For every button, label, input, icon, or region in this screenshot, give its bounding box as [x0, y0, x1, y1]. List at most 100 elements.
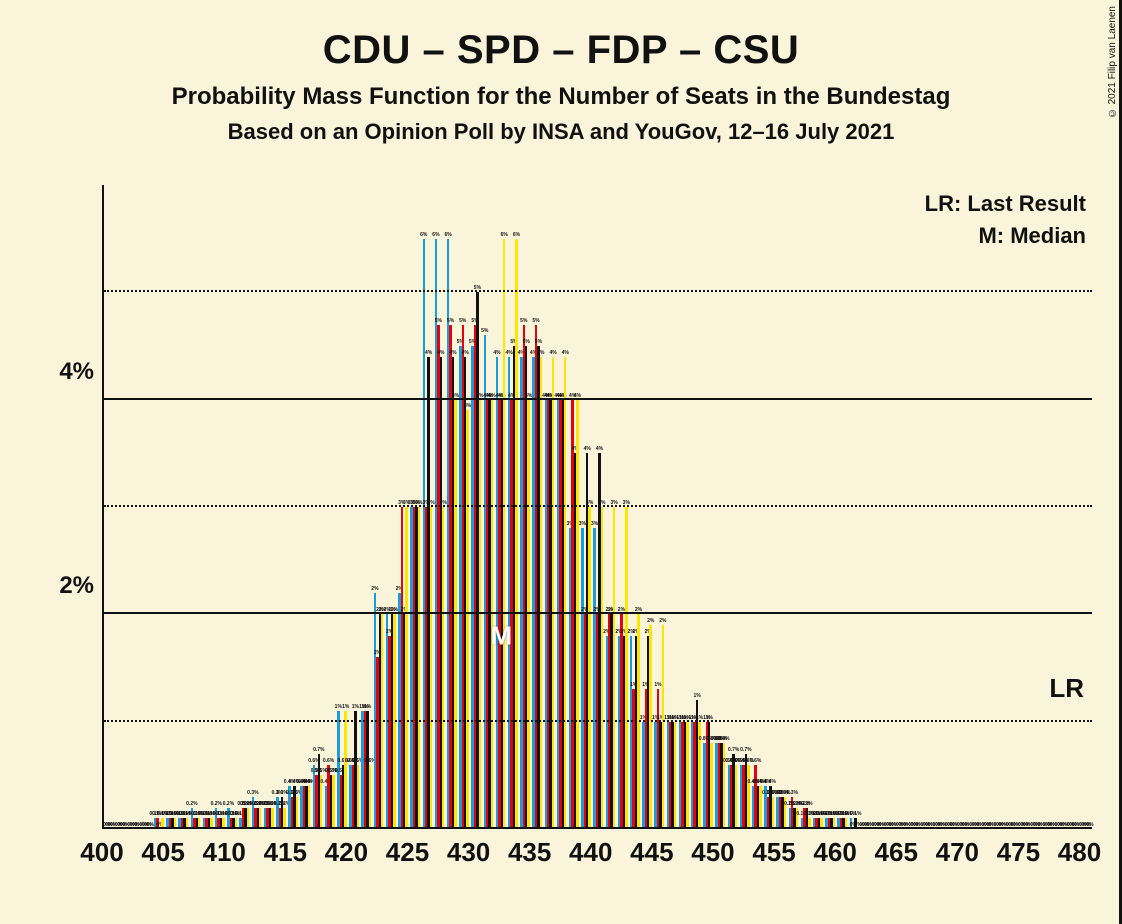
x-tick [603, 829, 615, 884]
bar-csu: 2% [393, 614, 395, 829]
bar-group: 1%0.5%0.6%1% [336, 185, 348, 829]
x-tick: 460 [835, 829, 847, 884]
bar-group: 0.3%0.3%0.3%0.3% [775, 185, 787, 829]
bar-group: 0.1%0.1%0.1%0.1% [165, 185, 177, 829]
gridline [104, 290, 1092, 292]
bar-group: 0.4%0.4%0.4%0.4% [299, 185, 311, 829]
bar-value-label: 4% [425, 351, 432, 357]
x-tick [676, 829, 688, 884]
y-tick-label: 2% [59, 572, 94, 600]
bar-group: 0.4%0.3%0.4%0.3% [287, 185, 299, 829]
bar-group: 0%0%0%0% [1044, 185, 1056, 829]
bar-group: 0%0%0%0% [983, 185, 995, 829]
bar-csu: 0.2% [271, 808, 273, 829]
x-tick [737, 829, 749, 884]
bar-group: 0%0%0%0% [861, 185, 873, 829]
bar-group: 1%1%1%1% [690, 185, 702, 829]
x-tick [175, 829, 187, 884]
bar-csu: 4% [540, 357, 542, 829]
bar-group: 1%1%1%1% [678, 185, 690, 829]
x-tick [371, 829, 383, 884]
x-tick [420, 829, 432, 884]
bar-group: 1%1%1%0.6% [360, 185, 372, 829]
bar-group: 0%0%0%0% [1031, 185, 1043, 829]
bar-group: 0%0%0%0% [873, 185, 885, 829]
x-tick [970, 829, 982, 884]
bar-value-label: 4% [462, 351, 469, 357]
bar-csu: 0.3% [296, 797, 298, 829]
y-tick-label: 4% [59, 358, 94, 386]
bar-value-label: 5% [435, 319, 442, 325]
bar-group: 2%2%2%3% [617, 185, 629, 829]
bar-value-label: 5% [523, 340, 530, 346]
bar-csu: 3% [625, 507, 627, 829]
x-tick: 435 [530, 829, 542, 884]
bar-group: 0.4%0.3%0.4%0.3% [763, 185, 775, 829]
bar-value-label: 5% [535, 340, 542, 346]
x-tick-label: 480 [1058, 837, 1101, 868]
x-tick: 400 [102, 829, 114, 884]
x-tick [615, 829, 627, 884]
bar-group: 3%2%4%3% [592, 185, 604, 829]
bar-group: 0%0%0%0% [922, 185, 934, 829]
x-axis: 4004054104154204254304354404454504554604… [102, 827, 1092, 884]
bar-group: 0.2%0.2%0.2%0.2% [263, 185, 275, 829]
bar-value-label: 3% [591, 522, 598, 528]
bar-group: 6%5%4%3% [433, 185, 445, 829]
x-tick: 470 [957, 829, 969, 884]
bar-group: 0%0%0%0% [1080, 185, 1092, 829]
bar-value-label: 5% [481, 329, 488, 335]
bar-value-label: 1% [654, 683, 661, 689]
bar-value-label: 1% [352, 705, 359, 711]
bar-group: 0.1%0.2%0.2%0.2% [238, 185, 250, 829]
bar-value-label: 1% [364, 705, 371, 711]
gridline [104, 505, 1092, 507]
bar-group: 0.3%0.2%0.3%0.2% [275, 185, 287, 829]
bar-group: 4%4%5%6% [507, 185, 519, 829]
bar-value-label: 3% [579, 522, 586, 528]
bar-csu: 0.6% [357, 765, 359, 829]
bar-csu: 0.4% [308, 786, 310, 829]
bar-value-label: 5% [532, 319, 539, 325]
bar-group: 1%1%1%2% [653, 185, 665, 829]
bar-group: 4%4%4%4% [543, 185, 555, 829]
bar-group: 0.1%0.1%0.1%0.1% [824, 185, 836, 829]
bar-csu: 0.5% [332, 775, 334, 829]
bar-group: 0%0%0%0% [1068, 185, 1080, 829]
bar-group: 0.6%0.6%0.7%0.6% [726, 185, 738, 829]
x-tick [249, 829, 261, 884]
x-tick: 450 [713, 829, 725, 884]
bar-group: 0%0%0%0% [104, 185, 116, 829]
x-tick: 445 [652, 829, 664, 884]
bar-group: 5%4%4%4% [482, 185, 494, 829]
bar-csu: 1% [344, 711, 346, 829]
chart-subtitle-2: Based on an Opinion Poll by INSA and You… [0, 119, 1122, 145]
bar-group: 0%0%0%0% [885, 185, 897, 829]
x-tick [664, 829, 676, 884]
x-tick: 410 [224, 829, 236, 884]
gridline [104, 398, 1092, 400]
bar-csu: 3% [613, 507, 615, 829]
bar-group: 0.8%0.8%0.8%0.8% [714, 185, 726, 829]
bar-csu: 0.2% [283, 808, 285, 829]
x-tick [921, 829, 933, 884]
bar-group: 0.8%1%1%0.8% [702, 185, 714, 829]
bar-value-label: 2% [371, 587, 378, 593]
bar-csu: 0.6% [747, 765, 749, 829]
bar-csu: 1% [674, 722, 676, 829]
bar-group: 4%5%5%4% [531, 185, 543, 829]
bar-csu: 3% [418, 507, 420, 829]
bar-value-label: 0.6% [323, 759, 334, 765]
bar-group: 0%0%0%0% [995, 185, 1007, 829]
x-tick [786, 829, 798, 884]
bar-group: 0%0%0%0% [970, 185, 982, 829]
bar-group: 0.2%0.1%0.1%0.1% [189, 185, 201, 829]
x-tick: 405 [163, 829, 175, 884]
bar-value-label: 0.6% [750, 759, 761, 765]
bar-csu: 3% [588, 507, 590, 829]
bar-csu: 3% [601, 507, 603, 829]
x-tick: 475 [1018, 829, 1030, 884]
x-tick [298, 829, 310, 884]
bar-group: 3%3%3%3% [409, 185, 421, 829]
bar-csu: 0.2% [259, 808, 261, 829]
